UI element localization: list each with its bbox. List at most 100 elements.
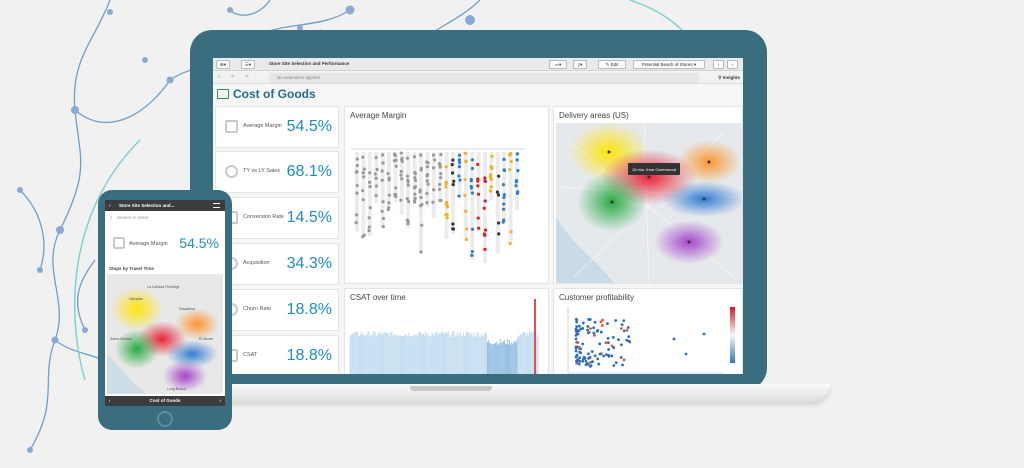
prev-sheet-button[interactable]: ‹ [713, 60, 724, 69]
kpi-churn-rate[interactable]: Churn Rate 18.8% [215, 289, 339, 331]
margin-point [394, 158, 398, 162]
phone-screen: ‹ Store Site Selection and... ⌕ Search i… [105, 200, 225, 406]
csat-line-chart [349, 299, 539, 374]
profit-point [625, 338, 629, 342]
sheet-chart-icon [217, 89, 229, 99]
profit-point [586, 328, 589, 332]
forward-icon[interactable]: ↷ [245, 74, 249, 79]
margin-point [405, 156, 409, 160]
margin-point [399, 151, 403, 155]
margin-point [463, 151, 467, 155]
margin-point [419, 195, 423, 200]
margin-point [502, 218, 506, 222]
phone-search-input[interactable]: ⌕ Search in sheet [109, 213, 221, 222]
panel-title: Average Margin [350, 111, 407, 120]
margin-point [514, 180, 518, 184]
sheet-title: Cost of Goods [217, 87, 316, 101]
profit-point [576, 358, 580, 362]
average-margin-panel[interactable]: Average Margin [344, 106, 549, 284]
profit-point [576, 332, 580, 336]
margin-point [488, 189, 493, 193]
list-menu-button[interactable]: ☰▾ [241, 60, 255, 69]
nav-menu-button[interactable]: ⊕▾ [216, 60, 230, 69]
margin-point [514, 184, 518, 188]
phone-map-title: Stops by Travel Time [109, 266, 154, 271]
margin-point [420, 202, 424, 207]
margin-point [482, 232, 487, 236]
kpi-csat[interactable]: CSAT 18.8% [215, 335, 339, 374]
profit-point [578, 350, 582, 354]
hamburger-icon[interactable] [213, 203, 220, 208]
margin-strip [399, 152, 404, 215]
profit-point [587, 356, 590, 360]
profit-point [602, 354, 606, 358]
prev-sheet-icon[interactable]: ‹ [109, 398, 111, 403]
profit-point [606, 341, 610, 345]
back-chevron-icon[interactable]: ‹ [109, 203, 111, 208]
margin-point [355, 191, 359, 195]
bookmark-dropdown[interactable]: Potential Beach of Stores ▾ [633, 60, 705, 69]
margin-strip [393, 152, 398, 203]
margin-point [368, 206, 372, 210]
margin-point [419, 153, 423, 157]
margin-point [406, 180, 410, 184]
phone-home-button[interactable] [157, 411, 173, 427]
profit-point [601, 318, 605, 322]
margin-point [420, 223, 424, 227]
present-button[interactable]: ▭▾ [549, 60, 567, 69]
margin-point [361, 189, 365, 193]
margin-point [433, 158, 437, 162]
margin-point [483, 228, 488, 232]
next-sheet-icon[interactable]: › [219, 398, 222, 403]
profit-point [598, 352, 602, 356]
profit-point [578, 356, 582, 360]
delivery-map[interactable]: 15 min. from Greenwood [554, 107, 743, 284]
margin-point [488, 173, 493, 177]
next-sheet-button[interactable]: › [727, 60, 738, 69]
margin-point [368, 185, 372, 189]
insights-button[interactable]: ⚲ Insights [718, 75, 740, 80]
place-label: La Cañada Flintridge [147, 285, 180, 289]
profit-point [574, 345, 578, 349]
lasso-icon[interactable]: ⌕ [218, 74, 221, 79]
margin-point [393, 154, 397, 158]
kpi-acquisition[interactable]: Acquisition 34.3% [215, 243, 339, 285]
customer-profitability-panel[interactable]: Customer profitability [553, 288, 743, 374]
phone-map[interactable]: La Cañada Flintridge Pasadena Glendale E… [107, 274, 225, 394]
kpi-conversion-rate[interactable]: Conversion Rate 14.5% [215, 197, 339, 239]
margin-point [413, 170, 417, 175]
profit-point [591, 360, 594, 364]
margin-point [457, 160, 462, 165]
color-scale-legend [730, 307, 735, 363]
profitability-scatter-chart [567, 307, 735, 374]
margin-point [438, 198, 442, 203]
map-tooltip-text: 15 min. from Greenwood [632, 167, 676, 172]
margin-point [501, 207, 506, 211]
phone-header-title: Store Site Selection and... [119, 203, 175, 208]
margin-point [425, 201, 429, 205]
profit-point [612, 364, 616, 367]
profit-point [581, 357, 585, 361]
profit-point [614, 361, 618, 365]
profit-point [575, 353, 579, 357]
profit-point [593, 333, 596, 337]
margin-point [419, 168, 423, 172]
profit-point [619, 356, 623, 359]
profit-point [589, 327, 592, 331]
profit-point [592, 326, 596, 330]
phone-kpi-average-margin[interactable]: Average Margin 54.5% [109, 227, 221, 259]
kpi-ty-vs-ly-sales[interactable]: TY vs LY Sales 68.1% [215, 151, 339, 193]
device-button[interactable]: ▯▾ [573, 60, 587, 69]
margin-point [361, 198, 365, 202]
csat-over-time-panel[interactable]: CSAT over time [344, 288, 549, 374]
edit-button[interactable]: ✎ Edit [598, 60, 626, 69]
profit-point [622, 319, 626, 323]
kpi-average-margin[interactable]: Average Margin 54.5% [215, 106, 339, 148]
margin-point [509, 230, 513, 234]
delivery-areas-panel[interactable]: Delivery areas (US) 1 [553, 106, 743, 284]
back-icon[interactable]: ↶ [231, 74, 235, 79]
profit-point [612, 346, 616, 349]
profit-point [587, 318, 591, 321]
selections-field[interactable]: No selections applied [269, 73, 699, 83]
place-label: Long Beach [167, 387, 186, 391]
